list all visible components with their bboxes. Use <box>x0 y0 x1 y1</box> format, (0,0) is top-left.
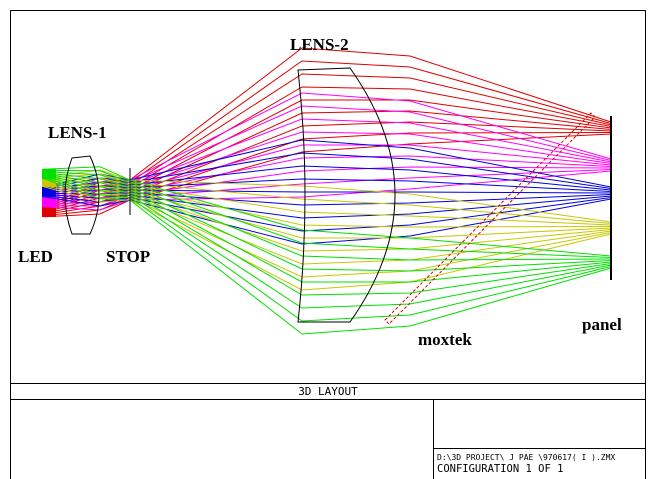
panel-label: panel <box>582 315 622 334</box>
led-source <box>42 207 56 217</box>
lens-1-label: LENS-1 <box>48 123 107 142</box>
led-source <box>42 169 56 179</box>
footer-title: 3D LAYOUT <box>298 385 358 398</box>
lens-2-label: LENS-2 <box>290 35 349 54</box>
layout-window: LENS-2 LENS-1 LED STOP moxtek panel 3D L… <box>0 0 652 479</box>
file-path: D:\3D PROJECT\ J PAE \970617( I ).ZMX <box>437 453 615 462</box>
configuration: CONFIGURATION 1 OF 1 <box>437 463 563 475</box>
led-label: LED <box>18 247 53 266</box>
moxtek-label: moxtek <box>418 330 472 349</box>
stop-label: STOP <box>106 247 150 266</box>
